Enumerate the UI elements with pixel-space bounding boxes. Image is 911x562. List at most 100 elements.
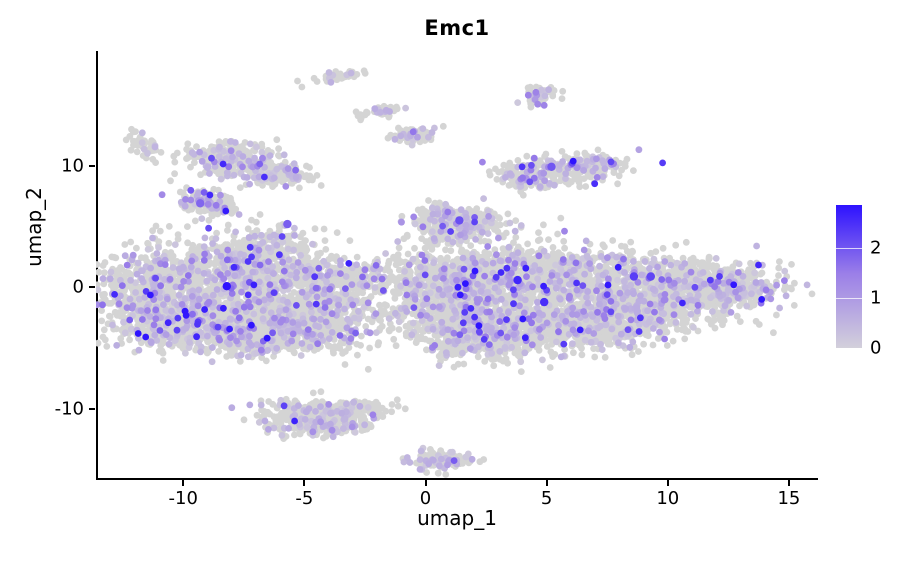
scatter-canvas [96,67,816,478]
scatter-point [364,315,372,323]
scatter-point [253,227,260,235]
scatter-point [672,241,680,249]
scatter-point [669,337,677,345]
scatter-point [333,229,341,237]
scatter-point [133,244,140,252]
scatter-point [517,368,525,375]
scatter-point [357,332,365,340]
scatter-point [791,279,798,287]
scatter-point [635,348,642,355]
scatter-point [435,352,443,360]
scatter-point [322,330,330,338]
scatter-point [682,238,690,246]
scatter-point [601,354,609,361]
scatter-point [144,239,151,247]
scatter-point [346,237,354,245]
scatter-point [549,244,557,251]
scatter-point [137,254,145,262]
scatter-point [248,216,255,224]
scatter-point [591,353,599,361]
scatter-point [375,339,382,347]
scatter-point [103,343,111,350]
scatter-point [554,230,561,238]
scatter-point [627,238,635,246]
scatter-point [561,244,568,252]
page-title: Emc1 [424,16,490,40]
scatter-point [390,335,398,343]
scatter-point [776,258,783,265]
scatter-point [560,237,568,245]
scatter-point [174,235,182,243]
scatter-point [652,248,660,256]
scatter-point [240,236,248,244]
scatter-point [640,340,647,348]
scatter-point [736,318,744,325]
scatter-point [460,360,468,368]
scatter-point [169,252,177,260]
scatter-point [708,317,715,325]
scatter-point [354,351,361,359]
scatter-point [96,281,101,289]
scatter-point [788,261,795,268]
scatter-point [311,225,319,233]
scatter-point [377,317,384,324]
scatter-point [392,342,400,350]
scatter-point [226,345,234,353]
scatter-point [101,336,109,344]
scatter-point [160,270,168,278]
scatter-point [101,259,109,266]
scatter-point [117,264,124,271]
scatter-point [100,280,108,288]
scatter-point [679,254,687,262]
scatter-point [302,244,310,251]
scatter-point [108,253,116,261]
scatter-point [320,225,328,233]
scatter-point [395,326,403,333]
scatter-point [383,302,390,309]
scatter-point [118,311,126,318]
scatter-point [184,239,191,247]
scatter-point [694,327,702,335]
scatter-point [101,269,108,277]
scatter-point [224,221,232,229]
scatter-point [236,358,244,365]
scatter-point [189,241,197,249]
scatter-point [299,301,307,309]
scatter-point [385,257,393,265]
scatter-point [474,353,482,361]
scatter-point [287,240,295,247]
scatter-point [184,223,191,231]
scatter-point [304,254,312,262]
scatter-point [341,361,349,368]
scatter-point [159,357,167,364]
scatter-point [230,238,238,246]
scatter-point [362,323,370,330]
scatter-point [321,237,329,245]
scatter-point [158,337,166,345]
scatter-point [290,289,298,296]
scatter-point [496,355,504,363]
scatter-point [353,253,361,261]
scatter-point [276,224,283,232]
scatter-point [224,227,231,234]
scatter-point [790,302,798,309]
scatter-point [156,227,164,235]
scatter-point [786,284,794,292]
scatter-point [773,311,780,319]
scatter-point [213,229,220,237]
scatter-point [561,346,568,353]
scatter-point [402,329,410,337]
scatter-point [98,307,105,314]
scatter-point [376,301,383,309]
scatter-point [337,319,344,326]
scatter-point [96,268,103,276]
scatter-point [96,261,101,268]
scatter-point [101,296,109,303]
scatter-point [770,329,777,337]
scatter-point [775,264,783,272]
scatter-point [96,339,102,347]
scatter-point [570,349,577,357]
scatter-point [366,344,373,352]
scatter-point [395,266,403,274]
scatter-point [152,222,160,230]
